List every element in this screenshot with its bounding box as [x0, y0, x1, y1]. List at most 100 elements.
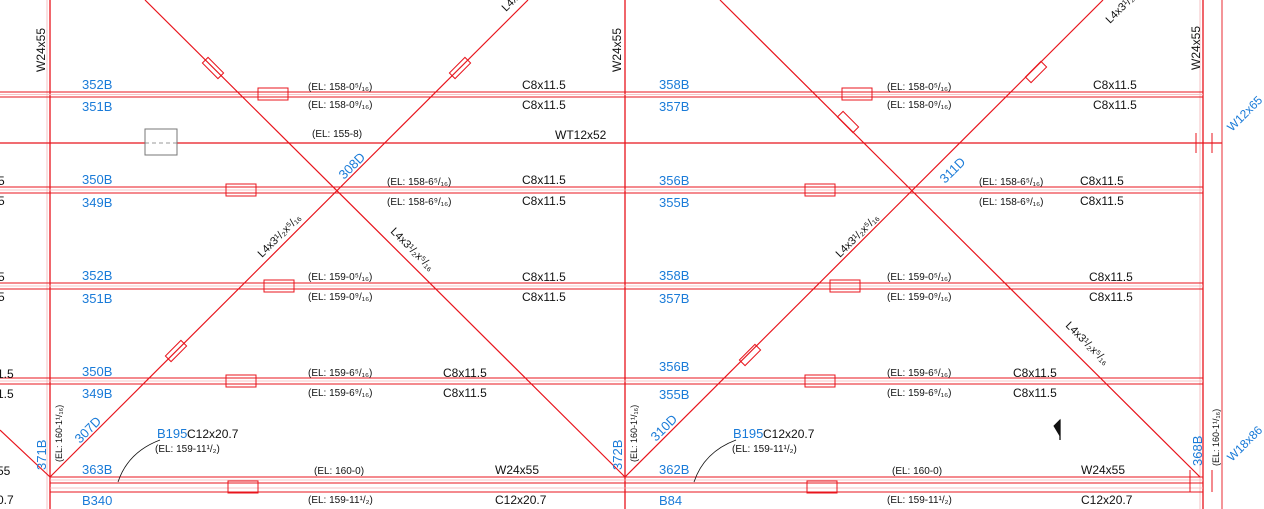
elev-4b: (EL: 159-0⁹/₁₆): [308, 292, 373, 303]
section-6b: C12x20.7: [495, 493, 547, 507]
mark-357b-r4: 357B: [659, 291, 689, 306]
elev-3a: (EL: 158-6⁵/₁₆): [387, 177, 451, 188]
column-label-left: W24x55: [34, 28, 48, 72]
callout-mark-b195: B195: [157, 426, 187, 441]
section-1d: C8x11.5: [1093, 98, 1137, 112]
mark-362b: 362B: [659, 462, 689, 477]
edge-frag-g: 55: [0, 464, 11, 478]
elev-5b: (EL: 159-6⁹/₁₆): [308, 388, 373, 399]
elev-4d: (EL: 159-0⁹/₁₆): [887, 292, 952, 303]
vert-elev-3: (EL: 160-1¹/₁₆): [1211, 409, 1221, 466]
elev-5c: (EL: 159-6⁵/₁₆): [887, 368, 951, 379]
mark-355b-r3: 355B: [659, 195, 689, 210]
mark-352b-r4: 352B: [82, 268, 112, 283]
mark-351b-r4: 351B: [82, 291, 112, 306]
elev-5a: (EL: 159-6⁵/₁₆): [308, 368, 372, 379]
brace-lines: [0, 0, 1201, 478]
mark-350b-r5: 350B: [82, 364, 112, 379]
section-5d: C8x11.5: [1013, 386, 1057, 400]
mark-350b-r3: 350B: [82, 172, 112, 187]
elev-6c: (EL: 160-0): [892, 466, 942, 477]
edge-frag-b: 5: [0, 194, 5, 208]
brace-mark-308d: 308D: [336, 150, 369, 183]
edge-frag-c: 5: [0, 270, 5, 284]
elev-2: (EL: 155-8): [312, 129, 362, 140]
callout-leader-2: [693, 439, 737, 483]
elev-3d: (EL: 158-6⁹/₁₆): [979, 197, 1044, 208]
section-5b: C8x11.5: [443, 386, 487, 400]
wt-end-marks: [1189, 133, 1213, 492]
mark-b340: B340: [82, 493, 112, 508]
vert-mark-368b: 368B: [1190, 436, 1205, 466]
brace-mark-310d: 310D: [648, 412, 681, 445]
section-4b: C8x11.5: [522, 290, 566, 304]
section-3c: C8x11.5: [1080, 174, 1124, 188]
mark-357b: 357B: [659, 99, 689, 114]
section-4a: C8x11.5: [522, 270, 566, 284]
brace-label-4: L4x3¹/₂x⁵/₁₆: [1063, 320, 1111, 368]
edge-frag-a: 5: [0, 174, 5, 188]
section-4d: C8x11.5: [1089, 290, 1133, 304]
brace-mark-311d: 311D: [937, 154, 969, 186]
elev-5d: (EL: 159-6⁹/₁₆): [887, 388, 952, 399]
section-5a: C8x11.5: [443, 366, 487, 380]
callout-mark-b195-2: B195: [733, 426, 763, 441]
section-3b: C8x11.5: [522, 194, 566, 208]
section-flag-icon: [1053, 418, 1061, 438]
section-6d: C12x20.7: [1081, 493, 1133, 507]
elev-1c: (EL: 158-0⁵/₁₆): [887, 82, 951, 93]
column-label-right: W24x55: [1189, 26, 1203, 70]
mark-358b-r4: 358B: [659, 268, 689, 283]
brace-label-1: L4x3¹/₂x⁵/₁₆: [256, 212, 304, 260]
elev-1a: (EL: 158-0⁵/₁₆): [308, 82, 372, 93]
edge-frag-d: 5: [0, 290, 5, 304]
vert-elev-2: (EL: 160-1¹/₁₆): [629, 405, 639, 462]
mark-351b-left: 351B: [82, 99, 112, 114]
edge-top-right: L4x3¹/₂: [1104, 0, 1137, 26]
section-1b: C8x11.5: [522, 98, 566, 112]
section-6a: W24x55: [495, 463, 539, 477]
section-5c: C8x11.5: [1013, 366, 1057, 380]
section-1a: C8x11.5: [522, 78, 566, 92]
mark-355b-r5: 355B: [659, 387, 689, 402]
callout-elev: (EL: 159-11¹/₂): [155, 444, 220, 455]
section-4c: C8x11.5: [1089, 270, 1133, 284]
section-6c: W24x55: [1081, 463, 1125, 477]
elev-4a: (EL: 159-0⁵/₁₆): [308, 272, 372, 283]
elev-1d: (EL: 158-0⁹/₁₆): [887, 100, 952, 111]
elev-4c: (EL: 159-0⁵/₁₆): [887, 272, 951, 283]
elev-3b: (EL: 158-6⁹/₁₆): [387, 197, 452, 208]
edge-frag-h: 0.7: [0, 493, 14, 507]
brace-label-2: L4x3¹/₂x⁵/₁₆: [388, 226, 436, 274]
vert-mark-372b: 372B: [610, 440, 625, 470]
vert-mark-371b: 371B: [34, 440, 49, 470]
edge-right-b: W18x86: [1224, 423, 1264, 464]
section-1c: C8x11.5: [1093, 78, 1137, 92]
callout-leader: [117, 439, 161, 483]
brace-mark-307d: 307D: [72, 414, 105, 447]
callout-section: C12x20.7: [187, 427, 239, 441]
gusset-plates: [164, 56, 1048, 367]
edge-left-fragments: 5 5 5 5 1.5 1.5 55 0.7: [0, 174, 14, 507]
mark-349b-r5: 349B: [82, 386, 112, 401]
section-3a: C8x11.5: [522, 173, 566, 187]
mark-b84: B84: [659, 493, 682, 508]
mark-363b: 363B: [82, 462, 112, 477]
beam-lines: [0, 91, 1222, 493]
splice-plates: [144, 87, 873, 494]
edge-frag-f: 1.5: [0, 387, 14, 401]
callout-section-2: C12x20.7: [763, 427, 815, 441]
elev-6b: (EL: 159-11¹/₂): [308, 495, 373, 506]
brace-label-3: L4x3¹/₂x⁵/₁₆: [834, 212, 882, 260]
column-lines: [46, 0, 1223, 509]
mark-352b-left: 352B: [82, 77, 112, 92]
section-3d: C8x11.5: [1080, 194, 1124, 208]
elev-6d: (EL: 159-11¹/₂): [887, 495, 952, 506]
vert-elev-1: (EL: 160-1¹/₁₆): [54, 405, 64, 462]
mark-356b-r5: 356B: [659, 359, 689, 374]
elev-3c: (EL: 158-6⁵/₁₆): [979, 177, 1043, 188]
column-label-mid: W24x55: [610, 28, 624, 72]
callout-elev-2: (EL: 159-11¹/₂): [732, 444, 797, 455]
edge-right-a: W12x65: [1224, 93, 1264, 134]
